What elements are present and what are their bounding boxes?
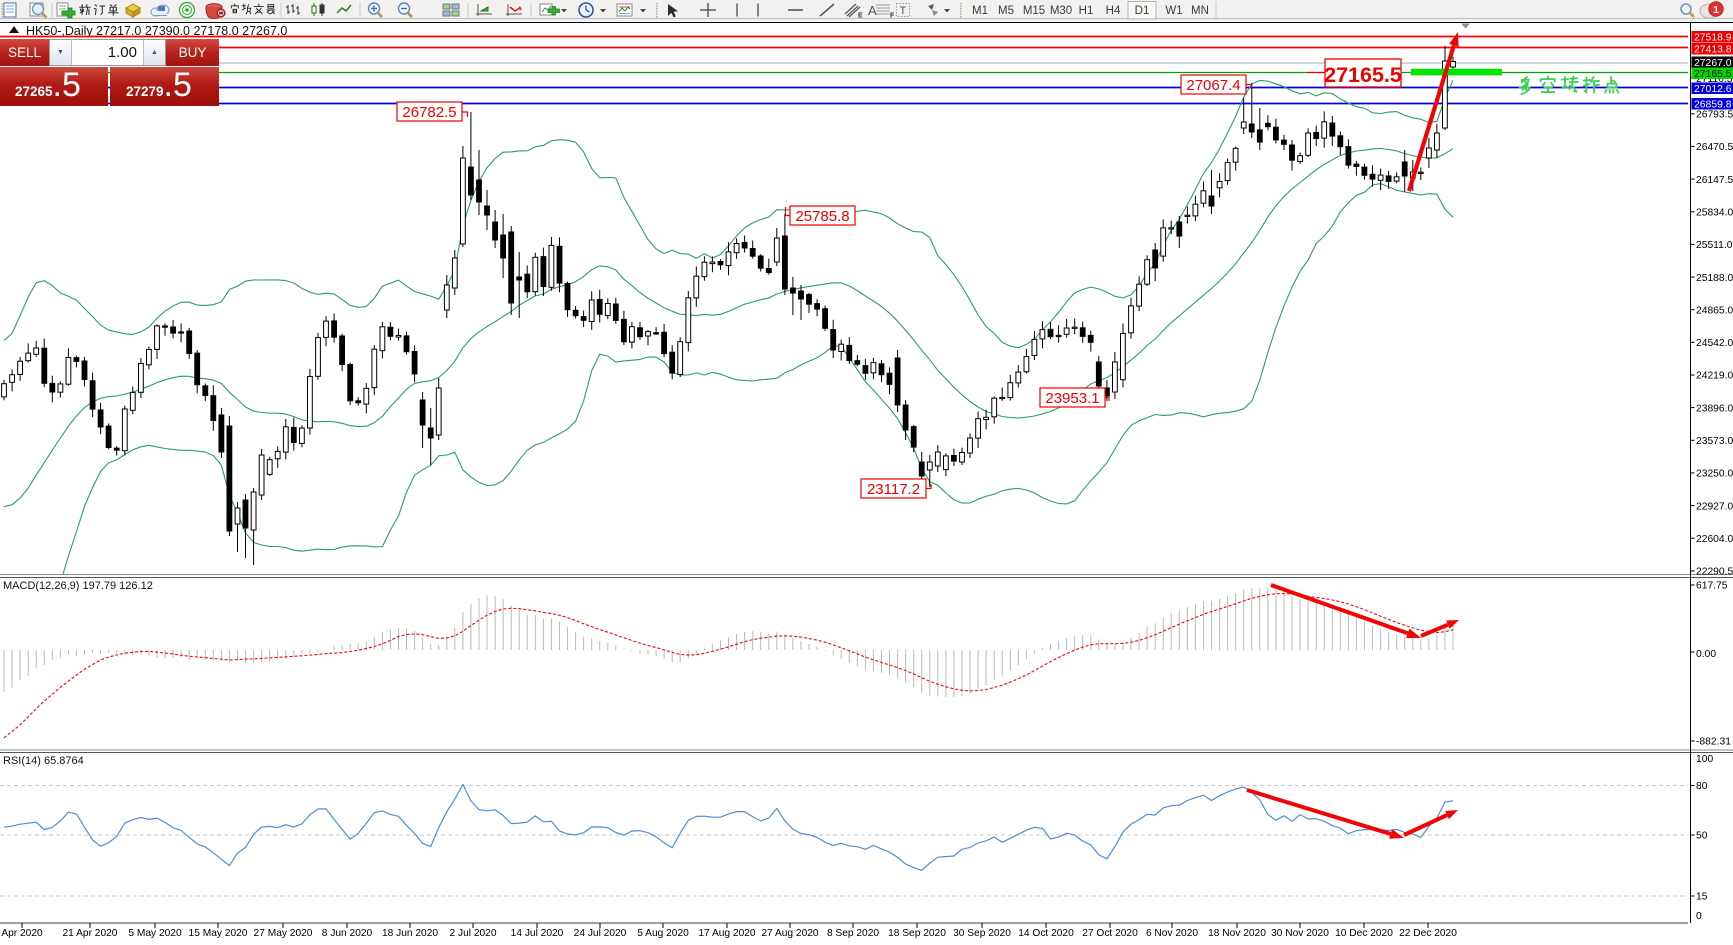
svg-text:24542.0: 24542.0 [1696, 338, 1733, 349]
svg-text:27067.4: 27067.4 [1186, 77, 1240, 94]
svg-text:25511.0: 25511.0 [1696, 240, 1733, 251]
svg-text:27 May 2020: 27 May 2020 [254, 928, 313, 939]
svg-text:W1: W1 [1165, 5, 1182, 17]
svg-text:0: 0 [1696, 911, 1702, 922]
svg-text:27012.6: 27012.6 [1694, 84, 1732, 95]
svg-text:27 Aug 2020: 27 Aug 2020 [761, 928, 819, 939]
svg-text:5 Aug 2020: 5 Aug 2020 [637, 928, 689, 939]
svg-text:18 Nov 2020: 18 Nov 2020 [1208, 928, 1266, 939]
svg-text:23953.1: 23953.1 [1045, 390, 1099, 407]
svg-text:23896.0: 23896.0 [1696, 403, 1733, 414]
svg-text:27518.9: 27518.9 [1694, 32, 1732, 43]
svg-text:A: A [868, 3, 877, 18]
svg-text:27267.0: 27267.0 [1694, 58, 1732, 69]
svg-text:8 Jun 2020: 8 Jun 2020 [322, 928, 373, 939]
svg-text:27413.8: 27413.8 [1694, 44, 1732, 55]
svg-text:24 Jul 2020: 24 Jul 2020 [574, 928, 627, 939]
svg-text:M15: M15 [1023, 5, 1045, 17]
svg-text:23250.0: 23250.0 [1696, 469, 1733, 480]
svg-text:M30: M30 [1050, 5, 1072, 17]
svg-text:10 Dec 2020: 10 Dec 2020 [1335, 928, 1393, 939]
svg-text:T: T [900, 5, 907, 17]
svg-text:27165.5: 27165.5 [1324, 63, 1402, 87]
svg-text:26147.5: 26147.5 [1696, 175, 1733, 186]
svg-text:14 Oct 2020: 14 Oct 2020 [1018, 928, 1074, 939]
svg-text:M1: M1 [972, 5, 988, 17]
svg-text:14 Jul 2020: 14 Jul 2020 [511, 928, 564, 939]
svg-text:2 Jul 2020: 2 Jul 2020 [449, 928, 496, 939]
svg-text:24865.0: 24865.0 [1696, 305, 1733, 316]
svg-text:23117.2: 23117.2 [867, 481, 920, 498]
svg-text:26782.5: 26782.5 [402, 104, 456, 121]
svg-text:M5: M5 [998, 5, 1014, 17]
svg-text:26793.5: 26793.5 [1696, 110, 1733, 121]
svg-text:15 May 2020: 15 May 2020 [189, 928, 248, 939]
svg-text:27 Oct 2020: 27 Oct 2020 [1082, 928, 1138, 939]
svg-text:H1: H1 [1079, 5, 1094, 17]
svg-text:25188.0: 25188.0 [1696, 273, 1733, 284]
svg-text:6 Nov 2020: 6 Nov 2020 [1146, 928, 1198, 939]
svg-text:50: 50 [1696, 831, 1708, 842]
svg-text:E: E [858, 13, 863, 20]
svg-text:24219.0: 24219.0 [1696, 371, 1733, 382]
svg-text:5 May 2020: 5 May 2020 [128, 928, 182, 939]
svg-text:27116.5: 27116.5 [1696, 74, 1733, 85]
svg-text:0.00: 0.00 [1696, 649, 1716, 660]
svg-text:MACD(12,26,9) 197.79 126.12: MACD(12,26,9) 197.79 126.12 [3, 580, 153, 592]
svg-text:8 Sep 2020: 8 Sep 2020 [827, 928, 879, 939]
svg-text:21 Apr 2020: 21 Apr 2020 [63, 928, 118, 939]
svg-text:17 Aug 2020: 17 Aug 2020 [698, 928, 756, 939]
svg-text:23573.0: 23573.0 [1696, 436, 1733, 447]
svg-text:15: 15 [1696, 892, 1708, 903]
svg-text:MN: MN [1191, 5, 1209, 17]
svg-text:HK50-,Daily 27217.0 27390.0 2: HK50-,Daily 27217.0 27390.0 27178.0 2726… [26, 24, 287, 38]
svg-text:22 Dec 2020: 22 Dec 2020 [1399, 928, 1457, 939]
svg-text:-882.31: -882.31 [1696, 737, 1731, 748]
svg-text:18 Sep 2020: 18 Sep 2020 [888, 928, 946, 939]
svg-text:H4: H4 [1106, 5, 1121, 17]
svg-text:100: 100 [1696, 754, 1713, 765]
svg-text:Apr 2020: Apr 2020 [1, 928, 43, 939]
svg-text:25785.8: 25785.8 [795, 208, 849, 225]
svg-text:30 Nov 2020: 30 Nov 2020 [1271, 928, 1329, 939]
svg-text:1: 1 [1713, 4, 1719, 16]
svg-text:80: 80 [1696, 781, 1708, 792]
svg-text:22290.5: 22290.5 [1696, 567, 1733, 578]
svg-text:617.75: 617.75 [1696, 581, 1728, 592]
svg-text:30 Sep 2020: 30 Sep 2020 [953, 928, 1011, 939]
svg-text:D1: D1 [1135, 5, 1150, 17]
svg-text:25834.0: 25834.0 [1696, 207, 1733, 218]
svg-text:18 Jun 2020: 18 Jun 2020 [382, 928, 438, 939]
svg-text:RSI(14) 65.8764: RSI(14) 65.8764 [3, 755, 84, 767]
svg-text:22927.0: 22927.0 [1696, 501, 1733, 512]
svg-text:26470.5: 26470.5 [1696, 142, 1733, 153]
svg-text:26859.8: 26859.8 [1694, 99, 1732, 110]
svg-text:22604.0: 22604.0 [1696, 534, 1733, 545]
svg-text:27165.5: 27165.5 [1694, 69, 1732, 80]
svg-text:F: F [890, 13, 895, 20]
